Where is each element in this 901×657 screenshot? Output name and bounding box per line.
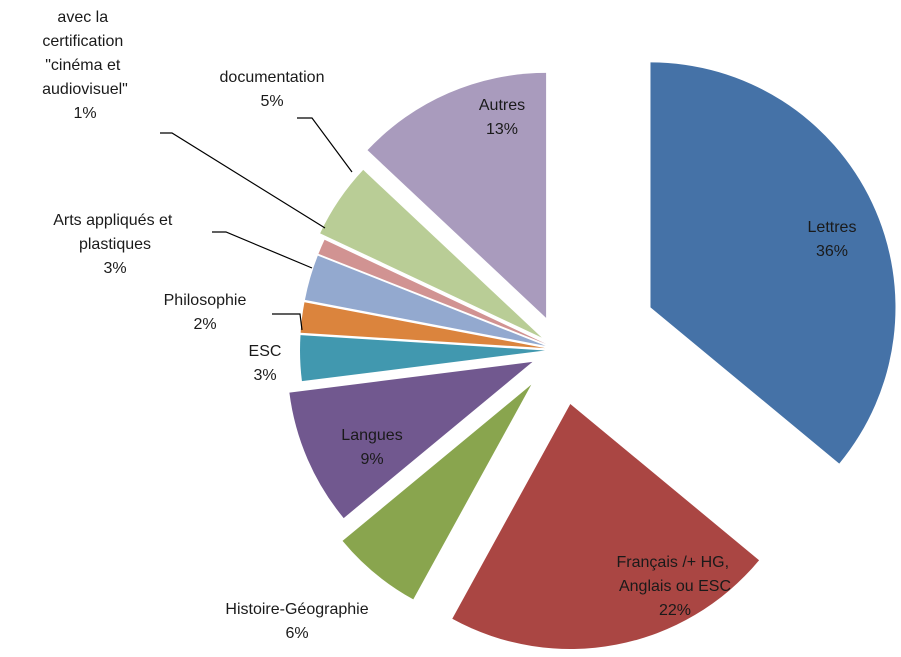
- slice-value-label: 1%: [73, 105, 96, 122]
- slice-label: Histoire-Géographie: [225, 601, 368, 618]
- slice-label: documentation: [220, 69, 325, 86]
- slice-value-label: 9%: [360, 451, 383, 468]
- slice-value-label: 5%: [260, 93, 283, 110]
- pie-slice: [304, 255, 546, 346]
- slice-label: Arts appliqués et plastiques: [53, 212, 177, 253]
- leader-line: [272, 313, 303, 331]
- pie-slice: [289, 361, 533, 519]
- slice-label: ESC: [249, 343, 282, 360]
- leader-line: [212, 231, 313, 269]
- leader-line: [297, 117, 353, 173]
- slice-value-label: 3%: [253, 367, 276, 384]
- slice-label: Lettres: [808, 219, 857, 236]
- slice-value-label: 36%: [816, 243, 848, 260]
- pie-slice: [320, 169, 542, 338]
- slice-label: Philosophie: [164, 292, 247, 309]
- slice-label: avec la certification "cinéma et audiovi…: [42, 9, 128, 98]
- pie-slice: [367, 72, 547, 318]
- slice-value-label: 2%: [193, 316, 216, 333]
- slice-label: Autres: [479, 97, 525, 114]
- pie-slice: [452, 404, 760, 650]
- slice-value-label: 13%: [486, 121, 518, 138]
- slice-value-label: 3%: [103, 260, 126, 277]
- leader-line: [160, 132, 326, 229]
- pie-slice: [300, 335, 546, 382]
- slice-label: Langues: [341, 427, 402, 444]
- slice-value-label: 22%: [659, 602, 691, 619]
- pie-slice: [300, 302, 546, 349]
- slice-value-label: 6%: [285, 625, 308, 642]
- pie-slice: [650, 62, 896, 464]
- pie-slice: [318, 239, 547, 345]
- pie-slice: [342, 384, 532, 600]
- slice-label: Français /+ HG, Anglais ou ESC: [617, 554, 734, 595]
